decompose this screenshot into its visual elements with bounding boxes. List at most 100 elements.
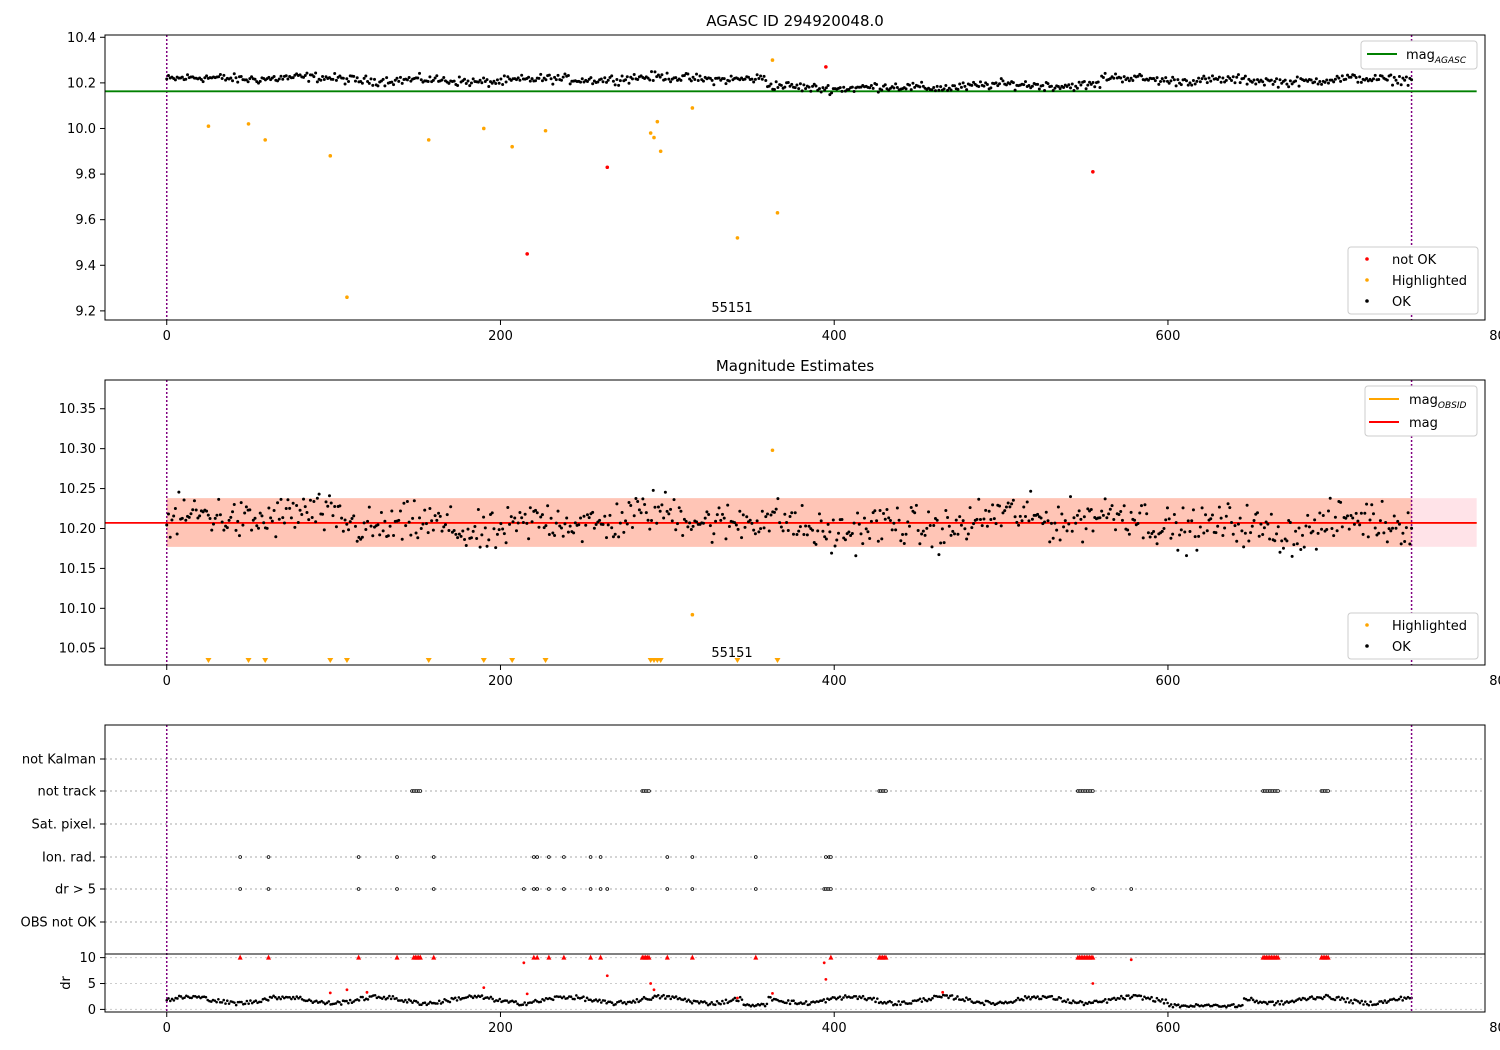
ok-point	[1200, 77, 1204, 81]
dr-point	[1346, 997, 1349, 1000]
ok-point	[800, 89, 804, 93]
dr-point	[366, 998, 370, 1001]
y-tick-label: 10.0	[67, 122, 96, 137]
ok-point	[385, 76, 389, 80]
dr-point	[721, 999, 724, 1003]
dr-point	[1310, 995, 1314, 998]
dr-point	[169, 999, 172, 1003]
dr-point	[1347, 1001, 1351, 1004]
ok-point	[1053, 86, 1057, 90]
dr-point	[1351, 1001, 1355, 1005]
ok-point	[755, 519, 759, 523]
ok-point	[445, 513, 449, 517]
ok-point	[383, 84, 387, 88]
dr-point	[348, 998, 352, 1002]
ok-point	[939, 85, 943, 89]
dr-point	[918, 997, 922, 1001]
ok-point	[267, 506, 271, 510]
ok-point	[1148, 535, 1152, 539]
ok-point	[1233, 81, 1237, 85]
ok-point	[222, 73, 226, 77]
ok-point	[1112, 76, 1116, 80]
dr-flagged-point	[345, 988, 349, 992]
flag-label: not track	[37, 785, 96, 800]
dr-point	[988, 1000, 991, 1004]
ok-point	[286, 498, 290, 502]
ok-point	[419, 78, 423, 82]
ok-point	[925, 526, 929, 530]
ok-point	[194, 508, 198, 512]
y-tick-label: 10.10	[59, 602, 96, 617]
ok-point	[300, 512, 304, 516]
ok-point	[918, 85, 922, 89]
ok-point	[353, 524, 357, 528]
highlighted-point	[206, 124, 211, 128]
dr-point	[1298, 997, 1301, 1000]
ok-point	[348, 520, 352, 524]
ok-point	[894, 82, 898, 86]
ok-point	[797, 87, 801, 91]
ok-point	[660, 503, 664, 507]
ok-point	[1283, 537, 1287, 541]
ok-point	[1171, 532, 1175, 536]
ok-point	[1003, 509, 1007, 513]
highlighted-point	[426, 138, 431, 142]
ok-point	[1065, 529, 1069, 533]
ok-point	[213, 516, 217, 520]
ok-point	[286, 77, 290, 81]
dr-point	[713, 1003, 717, 1007]
ok-point	[551, 531, 555, 535]
ok-point	[888, 519, 892, 523]
ok-point	[630, 525, 634, 529]
ok-point	[1318, 80, 1322, 84]
dr-point	[345, 999, 348, 1003]
ok-point	[1072, 89, 1076, 93]
flag-point	[1091, 789, 1095, 793]
ok-point	[1103, 497, 1107, 501]
dr-point	[858, 995, 861, 998]
ok-point	[1004, 505, 1008, 509]
ok-point	[1091, 529, 1095, 533]
ok-point	[239, 501, 243, 505]
flag-point	[690, 855, 695, 859]
ok-point	[334, 78, 338, 82]
ok-point	[1392, 514, 1396, 518]
ok-point	[875, 519, 879, 523]
ok-point	[721, 512, 725, 516]
ok-point	[376, 84, 380, 88]
dr-point	[436, 1002, 439, 1005]
ok-point	[1221, 76, 1225, 80]
ok-point	[1349, 514, 1353, 518]
ok-point	[1401, 531, 1405, 535]
ok-point	[246, 80, 250, 84]
ok-point	[992, 517, 996, 521]
ok-point	[1056, 505, 1060, 509]
ok-point	[767, 529, 771, 533]
ok-point	[378, 533, 382, 537]
dr-point	[1077, 1001, 1080, 1004]
ok-point	[1233, 524, 1237, 528]
ok-point	[1018, 514, 1022, 518]
ok-point	[769, 82, 773, 86]
dr-point	[1103, 998, 1107, 1001]
ok-point	[1242, 545, 1246, 549]
dr-point	[838, 995, 842, 998]
ok-point	[1356, 519, 1360, 523]
dr-point	[710, 1001, 713, 1004]
ok-point	[956, 532, 960, 536]
dr-point	[391, 994, 395, 998]
ok-point	[582, 514, 586, 518]
dr-point	[297, 997, 300, 1000]
dr-point	[1086, 1002, 1089, 1006]
ok-point	[1226, 502, 1230, 506]
dr-point	[249, 999, 252, 1002]
dr-point	[765, 1002, 769, 1006]
ok-point	[1136, 74, 1140, 78]
ok-point	[651, 78, 655, 82]
dr-clipped-marker	[598, 954, 604, 960]
ok-point	[1278, 550, 1282, 554]
ok-point	[750, 77, 754, 81]
ok-point	[231, 79, 235, 83]
ok-point	[667, 77, 671, 81]
ok-point	[998, 82, 1002, 86]
